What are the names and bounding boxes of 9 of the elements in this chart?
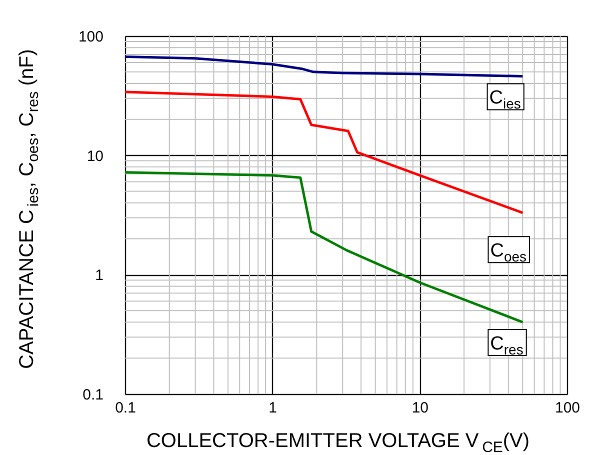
x-tick-label: 0.1	[115, 400, 136, 416]
x-tick-label: 100	[554, 400, 580, 416]
y-tick-label: 10	[86, 148, 104, 165]
y-tick-label: 0.1	[82, 386, 104, 404]
y-axis-title: CAPACITANCE Cies, Coes, Cres (nF)	[16, 49, 42, 369]
x-tick-label: 1	[268, 400, 278, 416]
y-tick-label: 1	[95, 267, 104, 284]
x-tick-label: 10	[412, 400, 429, 416]
y-tick-label: 100	[78, 28, 104, 46]
